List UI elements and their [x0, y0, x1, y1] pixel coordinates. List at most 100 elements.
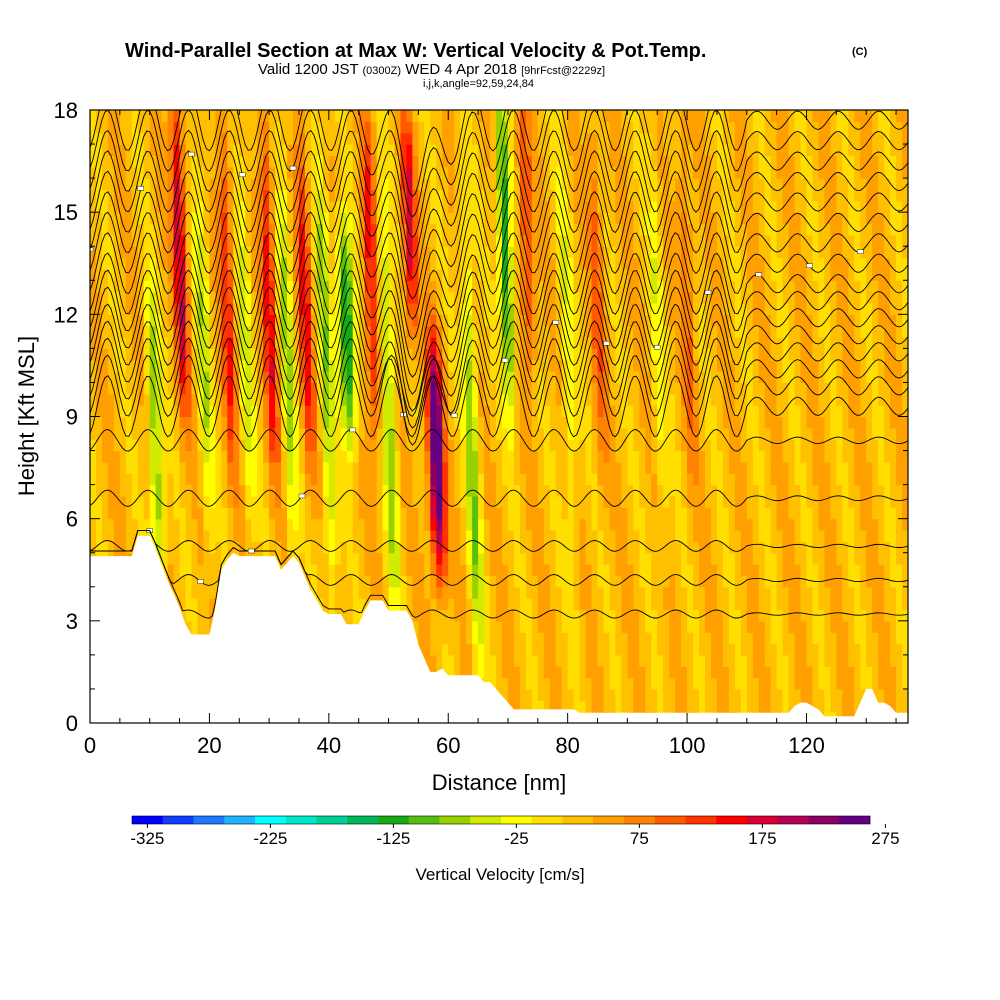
w-cell	[388, 246, 396, 259]
w-cell	[281, 530, 288, 542]
w-cell	[269, 200, 276, 213]
w-cell	[537, 518, 545, 531]
w-cell	[513, 178, 521, 191]
w-cell	[490, 541, 497, 554]
w-cell	[609, 507, 617, 520]
w-cell	[412, 280, 419, 293]
w-cell	[621, 200, 628, 213]
w-cell	[304, 280, 312, 293]
w-cell	[257, 518, 264, 531]
w-cell	[322, 348, 330, 361]
w-cell	[161, 246, 169, 259]
w-cell	[543, 586, 551, 599]
w-cell	[531, 609, 539, 622]
w-cell	[322, 246, 330, 259]
w-cell	[167, 382, 175, 395]
w-cell	[376, 189, 384, 202]
w-cell	[125, 393, 133, 406]
w-cell	[549, 643, 557, 656]
w-cell	[310, 314, 318, 327]
w-cell	[191, 166, 199, 179]
w-cell	[394, 518, 402, 531]
w-cell	[412, 495, 419, 508]
w-cell	[460, 110, 467, 122]
w-cell	[293, 200, 300, 213]
w-cell	[227, 155, 234, 168]
w-cell	[167, 507, 175, 520]
w-cell	[627, 427, 634, 440]
w-cell	[388, 223, 396, 236]
w-cell	[603, 450, 611, 463]
w-cell	[119, 530, 127, 542]
w-cell	[430, 132, 437, 145]
w-cell	[454, 609, 461, 622]
w-cell	[579, 405, 587, 418]
w-cell	[543, 643, 551, 656]
w-cell	[531, 700, 539, 713]
w-cell	[137, 439, 145, 452]
w-cell	[579, 291, 587, 304]
w-cell	[573, 110, 581, 122]
w-cell	[257, 200, 264, 213]
w-cell	[173, 257, 181, 270]
w-cell	[543, 439, 551, 452]
w-cell	[107, 507, 115, 520]
w-cell	[125, 200, 133, 213]
w-cell	[501, 484, 509, 497]
w-cell	[496, 223, 503, 236]
w-cell	[298, 212, 306, 225]
w-cell	[567, 144, 575, 157]
w-cell	[633, 439, 640, 452]
w-cell	[113, 450, 121, 463]
w-cell	[400, 598, 408, 611]
w-cell	[418, 575, 425, 588]
w-cell	[334, 371, 342, 384]
w-cell	[245, 359, 252, 372]
w-cell	[597, 110, 605, 122]
w-cell	[597, 564, 605, 577]
w-cell	[555, 654, 563, 667]
w-cell	[95, 484, 103, 497]
w-cell	[340, 541, 348, 554]
w-cell	[245, 314, 252, 327]
w-cell	[90, 291, 97, 304]
w-cell	[454, 564, 461, 577]
w-cell	[406, 200, 414, 213]
w-cell	[603, 677, 611, 690]
w-cell	[269, 302, 276, 315]
w-cell	[442, 121, 449, 134]
w-cell	[90, 382, 97, 395]
w-cell	[322, 461, 330, 474]
w-cell	[358, 473, 366, 486]
w-cell	[197, 110, 205, 122]
w-cell	[346, 246, 354, 259]
w-cell	[561, 427, 569, 440]
w-cell	[287, 200, 294, 213]
w-cell	[537, 598, 545, 611]
w-cell	[621, 507, 628, 520]
w-cell	[185, 314, 193, 327]
w-cell	[167, 461, 175, 474]
w-cell	[627, 257, 634, 270]
w-cell	[376, 461, 384, 474]
w-cell	[436, 484, 443, 497]
w-cell	[597, 461, 605, 474]
w-cell	[281, 189, 288, 202]
w-cell	[436, 359, 443, 372]
w-cell	[233, 291, 240, 304]
w-cell	[304, 552, 312, 565]
w-cell	[191, 348, 199, 361]
w-cell	[161, 121, 169, 134]
w-cell	[627, 371, 634, 384]
w-cell	[519, 586, 527, 599]
w-cell	[424, 416, 431, 429]
w-cell	[239, 200, 246, 213]
w-cell	[161, 427, 169, 440]
w-cell	[382, 552, 390, 565]
w-cell	[316, 280, 324, 293]
w-cell	[549, 541, 557, 554]
w-cell	[567, 416, 575, 429]
w-cell	[334, 473, 342, 486]
w-cell	[281, 439, 288, 452]
w-cell	[442, 246, 449, 259]
